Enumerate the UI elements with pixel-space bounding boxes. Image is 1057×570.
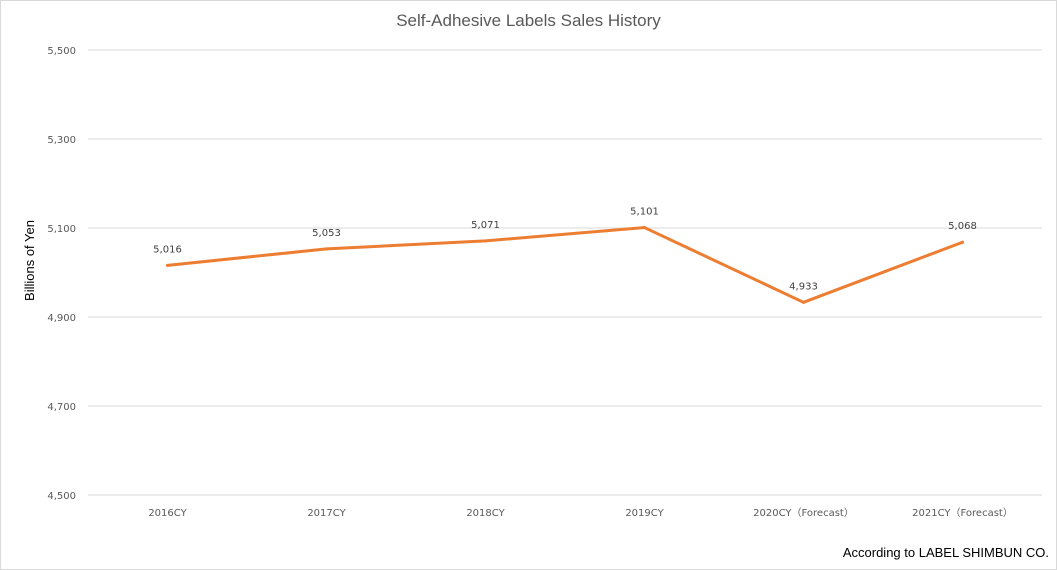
data-label: 5,016 [153, 244, 182, 255]
y-tick-label: 4,700 [47, 402, 76, 413]
series-line [166, 226, 964, 304]
source-note: According to LABEL SHIMBUN CO. [842, 545, 1049, 560]
x-tick-label: 2019CY [625, 508, 664, 519]
data-point [961, 240, 964, 244]
data-point [802, 300, 805, 304]
x-tick-label: 2018CY [466, 508, 505, 519]
data-point [643, 226, 646, 230]
y-tick-label: 4,900 [47, 313, 76, 324]
x-tick-label: 2021CY（Forecast） [912, 507, 1013, 519]
y-axis-label: Billions of Yen [22, 220, 37, 301]
x-tick-label: 2020CY（Forecast） [753, 507, 854, 519]
y-tick-label: 5,100 [47, 224, 76, 235]
y-tick-label: 4,500 [47, 491, 76, 502]
x-tick-label: 2017CY [307, 508, 346, 519]
data-label: 5,071 [471, 220, 500, 231]
chart-title: Self-Adhesive Labels Sales History [396, 11, 661, 30]
data-label: 5,068 [948, 221, 977, 232]
data-label: 4,933 [789, 281, 818, 292]
data-label: 5,101 [630, 207, 659, 218]
y-tick-label: 5,500 [47, 46, 76, 57]
data-label: 5,053 [312, 228, 341, 239]
data-point [484, 239, 487, 243]
y-tick-label: 5,300 [47, 135, 76, 146]
data-point [166, 263, 169, 267]
x-tick-label: 2016CY [148, 508, 187, 519]
data-point [325, 247, 328, 251]
